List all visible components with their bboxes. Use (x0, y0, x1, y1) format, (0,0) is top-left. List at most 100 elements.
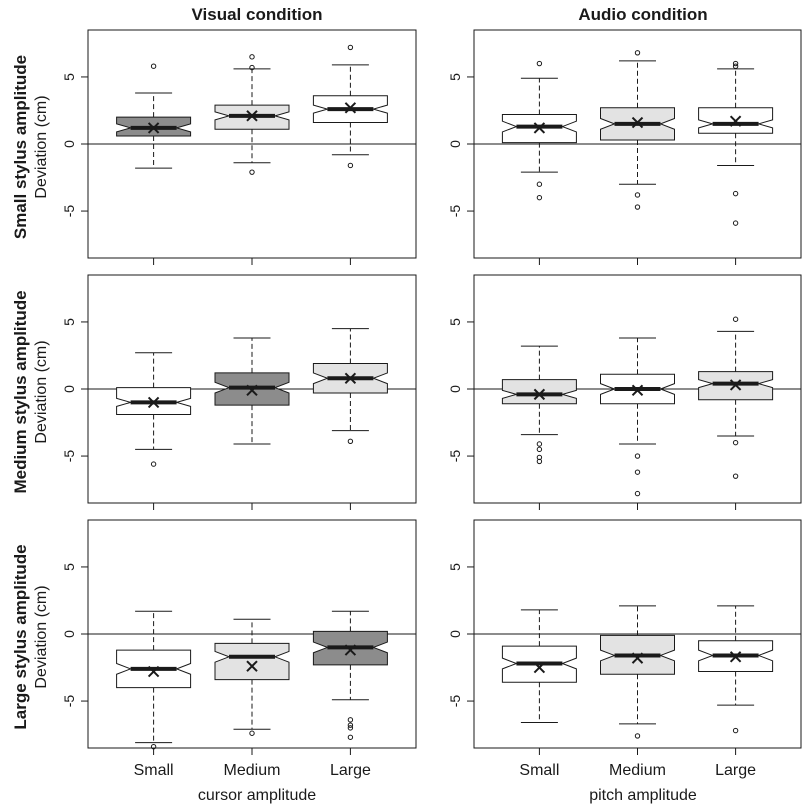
panel-r0-c1-box-medium-outlier (634, 192, 641, 198)
panel-r2-c1-box-large-outlier (732, 727, 739, 734)
panel-r2-c0-ytick-label: -5 (61, 695, 77, 708)
panel-r1-c0-box-small (116, 352, 192, 467)
panel-r1-c1-box-medium-outlier (634, 469, 641, 475)
panel-r0-c0-ytick-label: -5 (61, 205, 77, 218)
panel-r1-c0-ytick-label: 5 (61, 318, 77, 326)
panel-r1-c1-box-medium (600, 337, 675, 497)
panel-r0-c1-box-small-outlier (536, 194, 543, 201)
row-title-large: Large stylus amplitude (11, 544, 30, 729)
panel-r0-c0-box-medium (214, 54, 290, 175)
panel-r1-c1-box-medium-outlier (634, 490, 641, 497)
panel-r1-c0-ytick-label: -5 (61, 450, 77, 463)
panel-r0-c1-box-medium-mean-stroke-b (631, 116, 644, 129)
panel-r2-c0-box-small (116, 610, 192, 750)
panel-r0-c0-box-medium-mean-marker (246, 110, 258, 122)
panel-r2-c0-ytick-label: 0 (61, 630, 77, 638)
panel-r1-c0-box-large-mean-marker (344, 372, 357, 384)
panels-layer: -5 0 5 -5 0 5 -5 0 5 -5 0 5 -5 0 5 Small Medium Large -5 0 5… (61, 29, 802, 779)
panel-r1-c0: -5 0 5 (61, 274, 417, 510)
panel-r0-c1-box-large-outlier (732, 220, 739, 226)
panel-r2-c0-box-large-outlier (347, 734, 354, 740)
row-ylabel-large: Deviation (cm) (33, 585, 50, 688)
panel-r0-c1: -5 0 5 (447, 29, 802, 265)
panel-r1-c1-ytick-label: 0 (447, 385, 463, 393)
panel-r1-c0-box-large-mean-stroke-b (344, 372, 357, 384)
panel-r1-c1-ytick-label: 5 (447, 318, 463, 326)
panel-r2-c1-box-medium-outlier (634, 733, 641, 739)
panel-r1-c0-box-medium-mean-marker (246, 384, 258, 397)
panel-r0-c0: -5 0 5 (61, 29, 417, 265)
panel-r1-c1-box-small-outlier (536, 458, 543, 465)
panel-r0-c1-ytick-label: 0 (447, 140, 463, 148)
panel-r0-c1-ytick-label: -5 (447, 205, 463, 218)
panel-r1-c1: -5 0 5 (447, 274, 802, 510)
panel-r0-c0-ytick-label: 5 (61, 73, 77, 81)
panel-r0-c1-box-small-mean-marker (533, 122, 546, 134)
panel-r1-c0-ytick-label: 0 (61, 385, 77, 393)
column-title-visual: Visual condition (192, 5, 323, 24)
xtick-label-large: Large (330, 762, 371, 779)
panel-r0-c0-box-large-outlier (347, 44, 354, 51)
panel-r1-c0-box-medium-mean-stroke-b (246, 384, 258, 397)
panel-r0-c1-box-small-mean-stroke-b (533, 122, 546, 134)
panel-r0-c1-box-large-outlier (732, 63, 739, 69)
panel-r2-c1-box-large (698, 605, 774, 734)
panel-r0-c0-box-large-mean-marker (344, 102, 357, 114)
panel-r2-c1-ytick-label: 5 (447, 563, 463, 571)
panel-r0-c1-box-medium-mean-marker (631, 116, 644, 129)
panel-r2-c0-box-medium (214, 618, 290, 736)
panel-r2-c0-box-medium-mean-stroke-b (246, 660, 258, 672)
panel-r0-c1-box-medium-outlier (634, 204, 641, 210)
panel-r0-c0-box-small-mean-marker (147, 122, 160, 134)
xaxis-label-visual: cursor amplitude (198, 787, 316, 804)
panel-r1-c1-ytick-label: -5 (447, 450, 463, 463)
row-ylabel-medium: Deviation (cm) (33, 340, 50, 443)
panel-r1-c1-box-medium-mean-stroke-b (631, 384, 644, 397)
panel-r0-c1-box-medium-outlier (634, 50, 641, 56)
panel-r2-c0-box-small-mean-marker (147, 665, 160, 678)
xtick-label-medium: Medium (224, 762, 281, 779)
panel-r1-c1-box-small-mean-marker (533, 388, 546, 401)
panel-r0-c0-box-medium-outlier (249, 54, 255, 60)
panel-r2-c0-box-medium-outlier (249, 730, 255, 736)
panel-r2-c0-box-small-mean-stroke-b (147, 665, 160, 678)
panel-r1-c1-box-small (501, 345, 577, 465)
panel-r0-c0-box-small-mean-stroke-b (147, 122, 160, 134)
panel-r2-c1-box-large-mean-stroke-b (729, 651, 742, 663)
panel-r1-c1-box-small-outlier (536, 446, 543, 453)
panel-r1-c1-box-small-mean-stroke-b (533, 388, 546, 401)
xtick-label-small: Small (134, 762, 174, 779)
panel-r0-c0-box-large-mean-stroke-b (344, 102, 357, 114)
panel-r2-c0-box-large-mean-stroke-b (344, 644, 357, 656)
panel-r2-c1-box-small (501, 609, 577, 724)
xaxis-label-audio: pitch amplitude (589, 787, 697, 804)
xtick-label-medium: Medium (609, 762, 666, 779)
panel-r0-c1-box-large-outlier (732, 60, 739, 67)
panel-r1-c1-box-large-outlier (732, 473, 739, 479)
panel-r0-c0-box-large-outlier (347, 162, 354, 169)
panel-r1-c0-box-small-outlier (150, 461, 157, 467)
panel-r2-c0-box-small-outlier (150, 743, 157, 750)
panel-r1-c0-box-small-mean-marker (147, 396, 160, 409)
panel-r2-c0-ytick-label: 5 (61, 563, 77, 571)
panel-r2-c1-box-medium-mean-stroke-b (631, 652, 644, 664)
panel-r2-c1-box-large-mean-marker (729, 651, 742, 663)
panel-r1-c1-box-large-mean-marker (729, 379, 742, 391)
panel-r0-c0-box-large (312, 44, 388, 169)
panel-r2-c0-box-large-outlier (347, 722, 354, 728)
panel-r2-c1-ytick-label: -5 (447, 695, 463, 708)
panel-r1-c0-box-large (312, 328, 388, 445)
panel-r0-c0-box-small (116, 63, 192, 169)
row-title-small: Small stylus amplitude (11, 55, 30, 239)
panel-r2-c0-box-medium-mean-marker (246, 660, 258, 672)
panel-r1-c1-box-large (698, 316, 774, 479)
panel-r0-c1-box-large-mean-marker (729, 115, 742, 127)
panel-r0-c0-box-medium-outlier (249, 169, 255, 175)
panel-r0-c0-box-small-outlier (150, 63, 157, 69)
panel-r2-c1: -5 0 5 Small Medium Large (447, 519, 802, 779)
panel-r0-c0-box-medium-mean-stroke-b (246, 110, 258, 122)
panel-r1-c1-box-large-mean-stroke-b (729, 379, 742, 391)
panel-r0-c1-ytick-label: 5 (447, 73, 463, 81)
panel-r0-c1-box-small (501, 60, 577, 201)
